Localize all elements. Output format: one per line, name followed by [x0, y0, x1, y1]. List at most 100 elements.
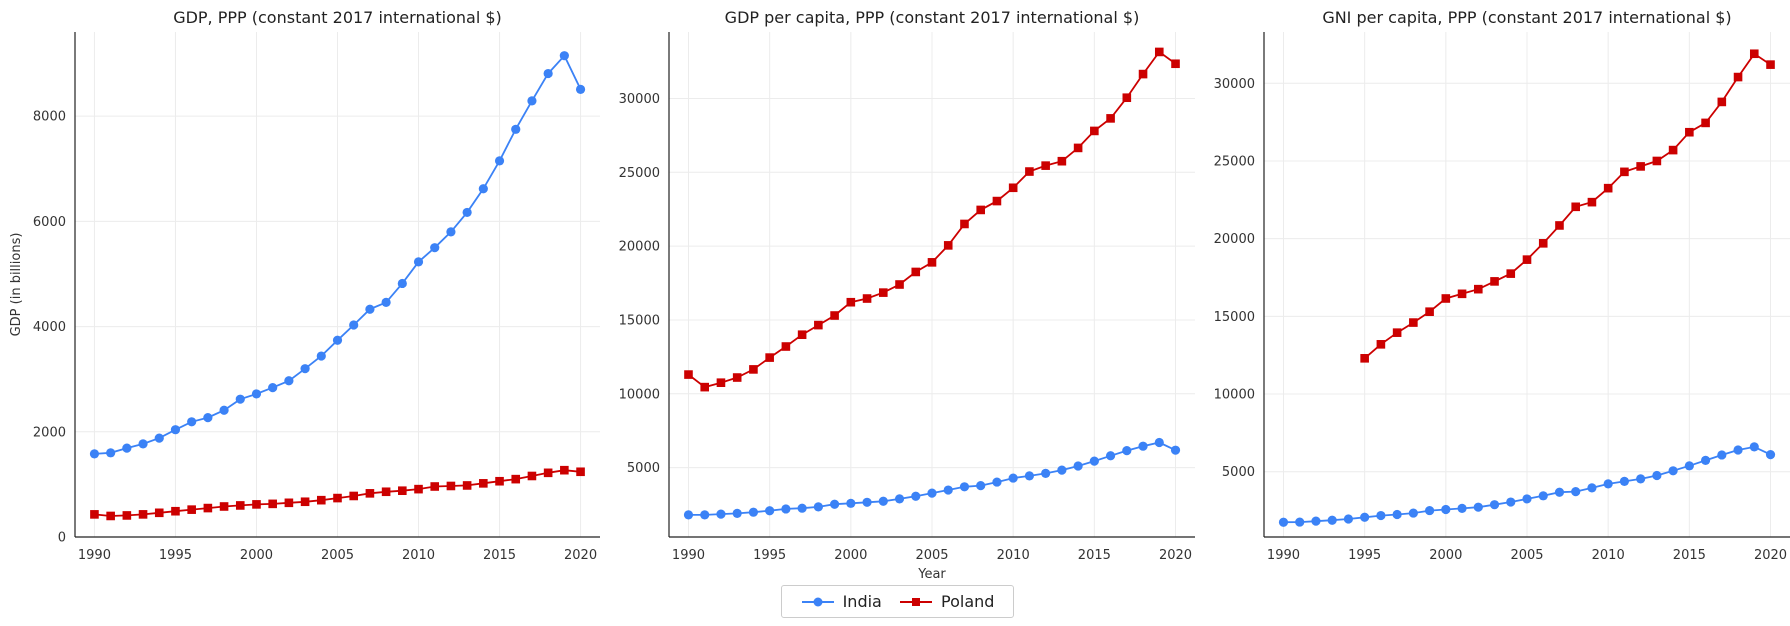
data-point-india — [829, 499, 840, 509]
data-point-poland — [235, 501, 245, 510]
data-point-poland — [219, 502, 229, 511]
data-point-poland — [781, 342, 791, 351]
data-point-india — [1424, 505, 1435, 516]
data-point-poland — [1766, 60, 1775, 69]
data-point-india — [1343, 514, 1354, 524]
data-point-india — [1089, 456, 1099, 466]
data-point-india — [1522, 494, 1532, 504]
data-point-poland — [349, 491, 359, 501]
data-point-poland — [316, 495, 326, 505]
data-point-india — [683, 510, 694, 520]
data-point-poland — [527, 471, 537, 481]
data-point-poland — [1457, 289, 1467, 299]
legend-label-poland: Poland — [941, 592, 995, 611]
data-point-poland — [479, 479, 488, 488]
y-tick-label: 5000 — [1222, 465, 1255, 480]
data-point-india — [251, 389, 262, 399]
y-tick-label: 30000 — [619, 92, 660, 107]
data-point-poland — [430, 482, 440, 491]
data-point-india — [1408, 508, 1418, 518]
data-point-india — [430, 243, 440, 253]
y-tick-label: 25000 — [1214, 154, 1255, 169]
data-point-india — [894, 494, 905, 504]
x-tick-label: 2015 — [1673, 548, 1706, 563]
data-point-india — [1360, 512, 1370, 522]
data-point-india — [89, 449, 100, 459]
data-point-poland — [398, 486, 407, 496]
data-point-india — [1636, 474, 1646, 484]
y-tick-label: 20000 — [1214, 232, 1255, 247]
legend: India Poland — [781, 585, 1014, 618]
data-point-india — [1008, 473, 1018, 483]
x-tick-label: 1990 — [1267, 548, 1300, 563]
data-point-poland — [560, 465, 569, 475]
data-point-poland — [381, 487, 391, 497]
data-point-india — [446, 227, 456, 237]
data-point-poland — [284, 498, 294, 508]
x-tick-label: 2000 — [1429, 548, 1462, 563]
data-point-poland — [878, 288, 888, 297]
y-tick-label: 2000 — [33, 425, 66, 440]
chart-title: GNI per capita, PPP (constant 2017 inter… — [1322, 8, 1731, 27]
data-point-india — [365, 304, 375, 314]
data-point-poland — [171, 506, 180, 516]
data-point-poland — [960, 219, 969, 229]
data-point-india — [575, 84, 586, 94]
data-point-india — [187, 417, 197, 427]
x-tick-label: 2015 — [1078, 548, 1111, 563]
data-point-india — [927, 488, 937, 498]
data-point-poland — [1392, 328, 1402, 337]
x-tick-label: 2005 — [915, 548, 948, 563]
data-point-poland — [1506, 269, 1516, 278]
data-point-india — [1538, 491, 1548, 501]
data-point-poland — [700, 382, 710, 392]
data-point-poland — [732, 373, 742, 382]
data-point-poland — [1041, 161, 1050, 170]
data-point-poland — [203, 503, 213, 513]
data-point-poland — [1171, 59, 1180, 69]
data-point-india — [1506, 497, 1516, 507]
data-point-poland — [1555, 221, 1564, 230]
legend-swatch-poland — [900, 597, 932, 606]
x-tick-label: 1995 — [1348, 548, 1381, 563]
data-point-poland — [1376, 340, 1386, 349]
data-point-india — [943, 485, 953, 495]
data-point-poland — [927, 258, 937, 267]
data-point-india — [122, 443, 132, 453]
data-point-india — [268, 383, 278, 393]
data-point-india — [992, 477, 1002, 487]
y-tick-label: 30000 — [1214, 77, 1255, 92]
y-tick-label: 25000 — [619, 166, 660, 181]
data-point-poland — [992, 196, 1002, 206]
data-point-poland — [268, 499, 277, 509]
data-point-poland — [333, 493, 342, 503]
data-point-poland — [1425, 307, 1434, 316]
data-point-poland — [1360, 354, 1369, 363]
data-point-india — [1122, 446, 1132, 456]
data-point-poland — [765, 353, 774, 362]
data-point-india — [813, 502, 823, 512]
data-point-india — [349, 320, 359, 330]
x-tick-label: 1995 — [753, 548, 786, 563]
data-point-poland — [154, 508, 164, 518]
data-point-india — [1489, 500, 1500, 510]
data-point-india — [332, 335, 343, 345]
data-point-india — [494, 156, 505, 166]
legend-item-india: India — [801, 592, 882, 611]
data-point-poland — [187, 505, 196, 514]
x-tick-label: 1990 — [78, 548, 111, 563]
data-point-india — [1473, 502, 1483, 512]
legend-item-poland: Poland — [899, 592, 994, 611]
data-point-poland — [1025, 167, 1034, 176]
data-point-poland — [1090, 126, 1099, 136]
data-point-india — [316, 351, 326, 361]
data-point-poland — [1106, 114, 1115, 123]
data-point-india — [1700, 455, 1711, 465]
data-point-poland — [1587, 197, 1597, 207]
data-point-india — [1554, 487, 1565, 497]
data-point-poland — [1652, 156, 1662, 166]
data-point-poland — [797, 330, 807, 340]
y-axis-label: GDP (in billions) — [9, 233, 24, 337]
data-point-poland — [814, 320, 823, 330]
data-point-india — [1138, 441, 1148, 451]
